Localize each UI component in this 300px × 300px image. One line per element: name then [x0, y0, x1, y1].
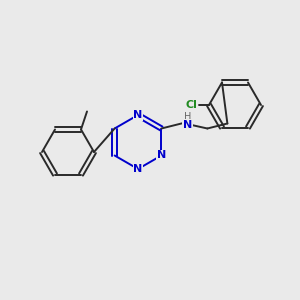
- Text: N: N: [183, 119, 192, 130]
- Text: N: N: [134, 110, 142, 120]
- Text: H: H: [184, 112, 191, 122]
- Text: N: N: [157, 151, 166, 160]
- Text: N: N: [134, 164, 142, 174]
- Text: Cl: Cl: [185, 100, 197, 110]
